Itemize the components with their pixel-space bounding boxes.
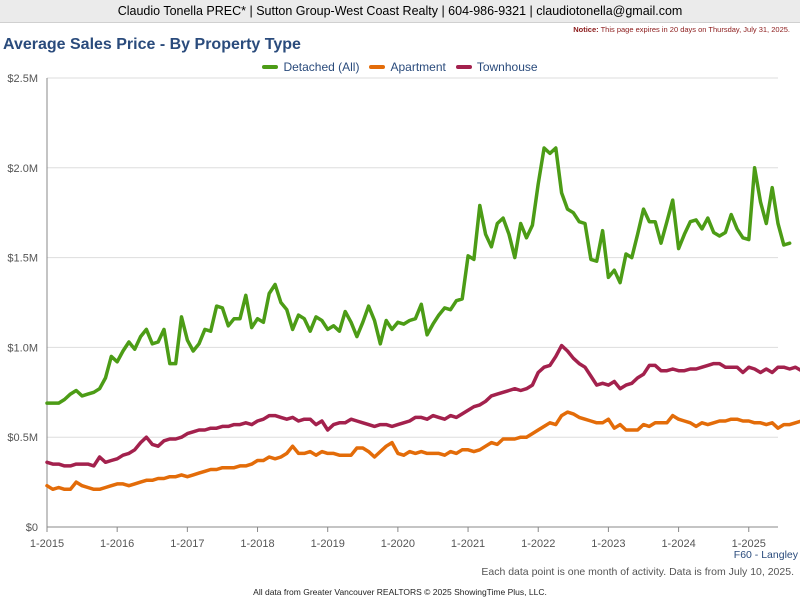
legend: Detached (All) Apartment Townhouse: [0, 58, 800, 74]
x-tick-label: 1-2015: [30, 538, 64, 550]
legend-swatch: [262, 65, 279, 69]
legend-label: Detached (All): [283, 60, 360, 74]
series-line-townhouse: [45, 343, 800, 468]
y-tick-label: $1.5M: [7, 253, 38, 265]
legend-label: Apartment: [390, 60, 446, 74]
chart-title: Average Sales Price - By Property Type: [3, 36, 301, 53]
notice: Notice: This page expires in 20 days on …: [573, 25, 790, 34]
legend-label: Townhouse: [476, 60, 538, 74]
x-tick-label: 1-2021: [451, 538, 485, 550]
notice-text: This page expires in 20 days on Thursday…: [600, 25, 790, 34]
header-bar: Claudio Tonella PREC* | Sutton Group-Wes…: [0, 0, 800, 23]
x-tick-label: 1-2022: [521, 538, 555, 550]
series-line-apartment: [45, 410, 800, 492]
legend-item[interactable]: Townhouse: [455, 60, 538, 74]
region-label: F60 - Langley: [733, 549, 798, 561]
x-tick-label: 1-2020: [381, 538, 415, 550]
y-tick-label: $2.5M: [7, 73, 38, 85]
y-tick-label: $0.5M: [7, 432, 38, 444]
y-tick-label: $2.0M: [7, 163, 38, 175]
legend-item[interactable]: Detached (All): [262, 60, 359, 74]
header-text: Claudio Tonella PREC* | Sutton Group-Wes…: [117, 4, 683, 18]
footnote: Each data point is one month of activity…: [481, 566, 794, 578]
notice-label: Notice:: [573, 25, 599, 34]
copyright: All data from Greater Vancouver REALTORS…: [253, 587, 547, 597]
x-tick-label: 1-2019: [311, 538, 345, 550]
y-tick-label: $1.0M: [7, 342, 38, 354]
legend-item[interactable]: Apartment: [369, 60, 446, 74]
legend-swatch: [455, 65, 472, 69]
y-tick-label: $0: [26, 522, 38, 534]
x-tick-label: 1-2016: [100, 538, 134, 550]
x-tick-label: 1-2025: [732, 538, 766, 550]
x-tick-label: 1-2024: [661, 538, 695, 550]
legend-swatch: [369, 65, 386, 69]
x-tick-label: 1-2017: [170, 538, 204, 550]
x-tick-label: 1-2018: [240, 538, 274, 550]
x-tick-label: 1-2023: [591, 538, 625, 550]
series-line-detached-all: [45, 146, 792, 405]
